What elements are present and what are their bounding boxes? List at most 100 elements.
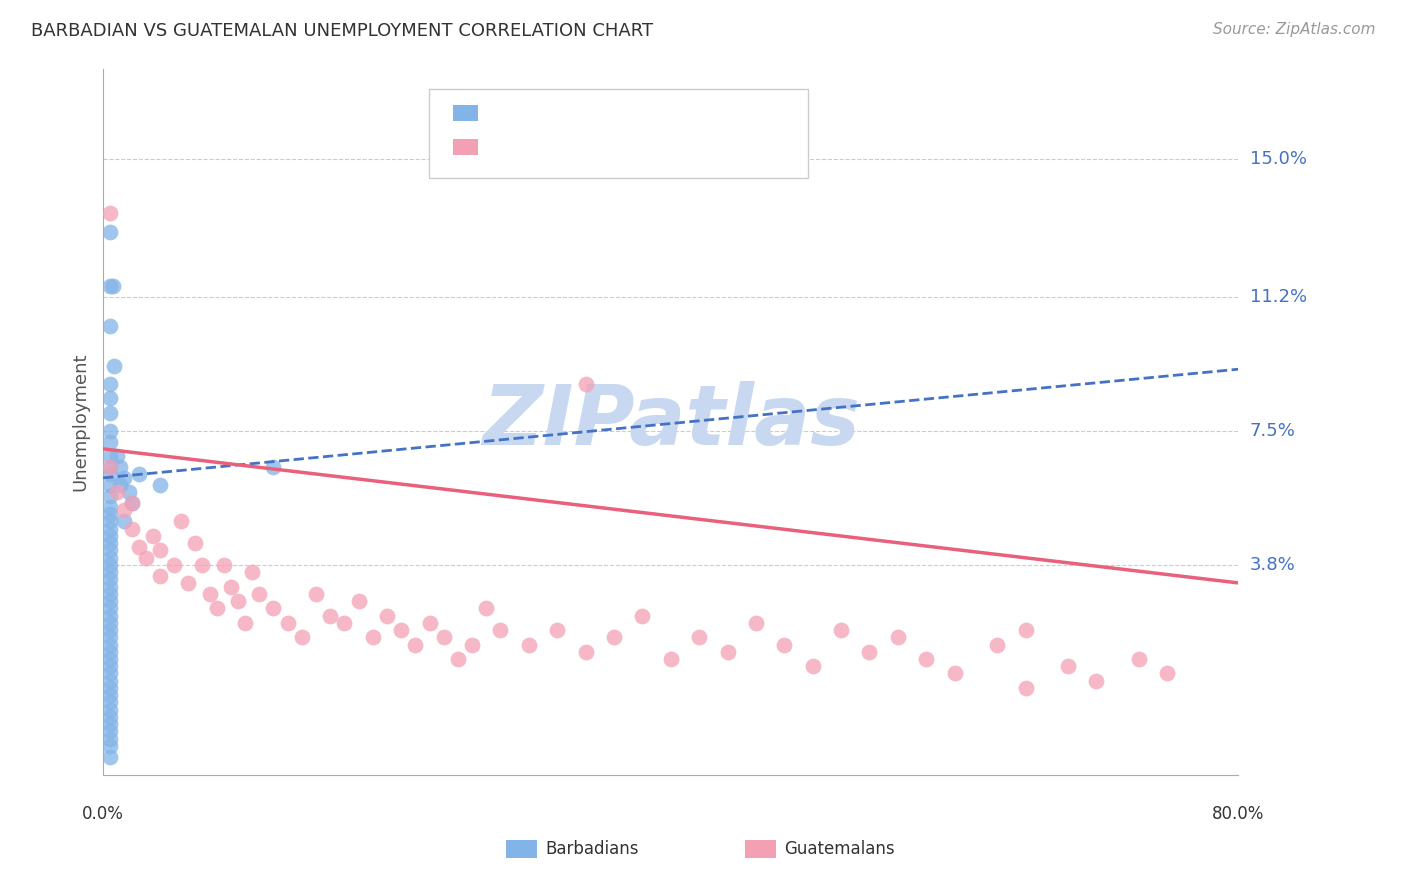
Point bbox=[108, 478, 131, 492]
Point bbox=[389, 623, 412, 637]
Point bbox=[205, 601, 228, 615]
Point bbox=[1128, 652, 1150, 666]
Point bbox=[98, 703, 121, 717]
Point bbox=[103, 359, 125, 373]
Point bbox=[98, 594, 121, 608]
Point bbox=[333, 615, 356, 630]
Point bbox=[98, 522, 121, 536]
Point bbox=[745, 615, 768, 630]
Point bbox=[98, 376, 121, 391]
Text: Barbadians: Barbadians bbox=[546, 840, 640, 858]
Point bbox=[98, 630, 121, 644]
Point bbox=[631, 608, 654, 623]
Point bbox=[773, 638, 796, 652]
Point bbox=[98, 536, 121, 550]
Point bbox=[142, 529, 165, 543]
Point bbox=[98, 558, 121, 572]
Point bbox=[98, 225, 121, 239]
Point bbox=[489, 623, 512, 637]
Point bbox=[149, 478, 172, 492]
Text: R =  0.019   N = 60: R = 0.019 N = 60 bbox=[492, 104, 668, 122]
Point bbox=[98, 696, 121, 710]
Point bbox=[447, 652, 470, 666]
Point bbox=[98, 460, 121, 475]
Point bbox=[98, 572, 121, 586]
Point bbox=[112, 514, 135, 528]
Y-axis label: Unemployment: Unemployment bbox=[72, 352, 89, 491]
Point bbox=[98, 424, 121, 438]
Point bbox=[375, 608, 398, 623]
Point bbox=[128, 467, 150, 482]
Point bbox=[1014, 623, 1036, 637]
Point bbox=[716, 645, 738, 659]
Point bbox=[247, 587, 270, 601]
Point bbox=[112, 503, 135, 517]
Point bbox=[98, 543, 121, 558]
Point bbox=[98, 739, 121, 753]
Point bbox=[98, 434, 121, 449]
Point bbox=[98, 580, 121, 594]
Point bbox=[277, 615, 299, 630]
Point bbox=[240, 565, 263, 579]
Point bbox=[105, 449, 128, 463]
Point bbox=[1156, 666, 1178, 681]
Point bbox=[98, 673, 121, 688]
Point bbox=[121, 496, 143, 510]
Point bbox=[98, 550, 121, 565]
Point bbox=[1057, 659, 1080, 673]
Point bbox=[98, 681, 121, 695]
Point bbox=[170, 514, 193, 528]
Point bbox=[98, 615, 121, 630]
Point bbox=[177, 576, 200, 591]
Point bbox=[830, 623, 852, 637]
Point bbox=[98, 638, 121, 652]
Point bbox=[98, 478, 121, 492]
Point bbox=[98, 731, 121, 746]
Point bbox=[887, 630, 910, 644]
Point bbox=[943, 666, 966, 681]
Point bbox=[149, 568, 172, 582]
Point bbox=[112, 471, 135, 485]
Text: ZIPatlas: ZIPatlas bbox=[482, 381, 859, 462]
Text: Guatemalans: Guatemalans bbox=[785, 840, 896, 858]
Point bbox=[101, 278, 124, 293]
Point bbox=[915, 652, 938, 666]
Point bbox=[262, 460, 284, 475]
Point bbox=[98, 507, 121, 521]
Point bbox=[98, 724, 121, 739]
Text: 7.5%: 7.5% bbox=[1250, 422, 1295, 440]
Point bbox=[347, 594, 370, 608]
Point bbox=[98, 278, 121, 293]
Point bbox=[128, 540, 150, 554]
Point bbox=[226, 594, 249, 608]
Point bbox=[163, 558, 186, 572]
Point bbox=[517, 638, 540, 652]
Point bbox=[98, 489, 121, 503]
Point bbox=[98, 206, 121, 220]
Point bbox=[404, 638, 426, 652]
Point bbox=[98, 391, 121, 405]
Point bbox=[105, 485, 128, 500]
Point bbox=[198, 587, 221, 601]
Point bbox=[191, 558, 214, 572]
Point bbox=[433, 630, 456, 644]
Point bbox=[659, 652, 682, 666]
Point bbox=[98, 318, 121, 333]
Text: 11.2%: 11.2% bbox=[1250, 288, 1306, 306]
Point bbox=[1085, 673, 1108, 688]
Point bbox=[475, 601, 498, 615]
Text: BARBADIAN VS GUATEMALAN UNEMPLOYMENT CORRELATION CHART: BARBADIAN VS GUATEMALAN UNEMPLOYMENT COR… bbox=[31, 22, 652, 40]
Point bbox=[98, 565, 121, 579]
Point bbox=[98, 666, 121, 681]
Point bbox=[575, 376, 598, 391]
Point bbox=[801, 659, 824, 673]
Point bbox=[98, 608, 121, 623]
Point bbox=[135, 550, 157, 565]
Point bbox=[262, 601, 284, 615]
Point bbox=[98, 460, 121, 475]
Point bbox=[98, 601, 121, 615]
Point bbox=[98, 710, 121, 724]
Point bbox=[212, 558, 235, 572]
Point bbox=[233, 615, 256, 630]
Point bbox=[546, 623, 568, 637]
